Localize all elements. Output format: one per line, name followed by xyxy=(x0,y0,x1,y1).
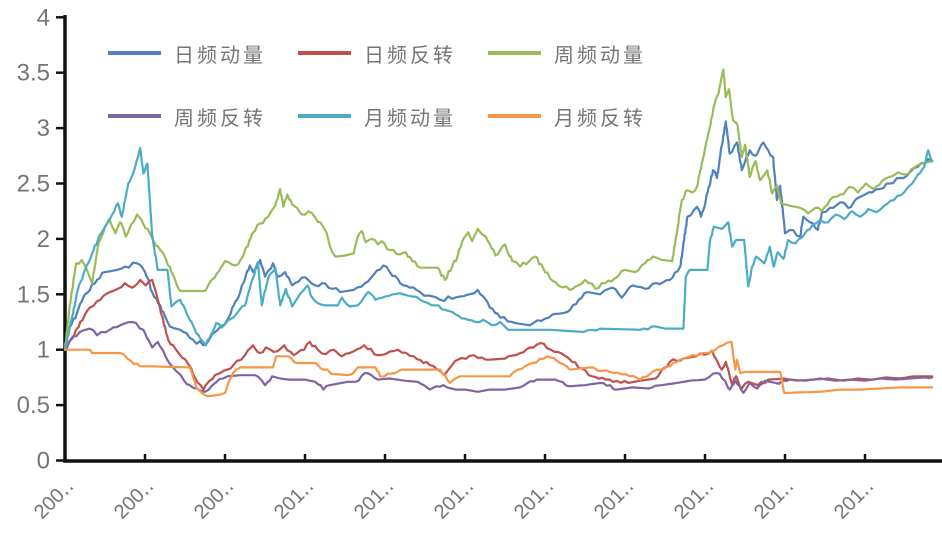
x-axis-label: 201‥ xyxy=(830,475,879,524)
y-axis-label: 4 xyxy=(37,4,50,31)
x-axis-label: 201‥ xyxy=(590,475,639,524)
x-axis-label: 200‥ xyxy=(110,475,159,524)
y-axis-label: 3 xyxy=(37,115,50,142)
x-axis-label: 201‥ xyxy=(750,475,799,524)
series-line-weekly-reversal xyxy=(63,320,934,394)
x-axis-label: 200‥ xyxy=(30,475,79,524)
x-axis-label: 201‥ xyxy=(430,475,479,524)
series-line-daily-reversal xyxy=(63,278,934,391)
y-axis-label: 0 xyxy=(37,448,50,475)
y-axis-label: 2 xyxy=(37,226,50,253)
x-axis-label: 201‥ xyxy=(670,475,719,524)
x-axis-label: 201‥ xyxy=(510,475,559,524)
x-axis-label: 201‥ xyxy=(350,475,399,524)
x-axis-label: 200‥ xyxy=(190,475,239,524)
series-line-weekly-momentum xyxy=(63,68,934,351)
series-line-monthly-reversal xyxy=(63,340,934,398)
series-line-daily-momentum xyxy=(63,120,934,347)
y-axis-label: 1 xyxy=(37,337,50,364)
series-line-monthly-momentum xyxy=(63,146,934,351)
y-axis-label: 1.5 xyxy=(17,281,50,308)
x-axis-label: 201‥ xyxy=(270,475,319,524)
y-axis-label: 0.5 xyxy=(17,392,50,419)
y-axis-label: 2.5 xyxy=(17,171,50,198)
y-axis-label: 3.5 xyxy=(17,60,50,87)
